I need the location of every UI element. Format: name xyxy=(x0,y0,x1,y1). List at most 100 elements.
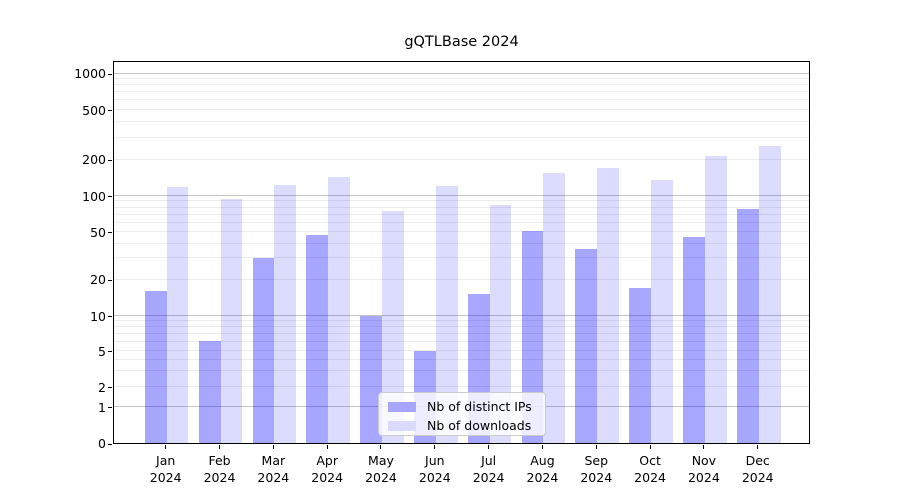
x-tick-apr xyxy=(326,445,328,449)
x-tick-label-dec: Dec 2024 xyxy=(741,453,774,485)
y-tick-label-10: 10 xyxy=(90,308,106,324)
y-tick-label-200: 200 xyxy=(82,152,106,167)
legend-swatch-downloads xyxy=(388,420,416,431)
y-tick-500 xyxy=(108,110,112,111)
x-tick-label-feb: Feb 2024 xyxy=(203,453,236,485)
legend-label-downloads: Nb of downloads xyxy=(427,418,532,433)
x-tick-jun xyxy=(434,445,436,449)
x-tick-label-nov: Nov 2024 xyxy=(687,453,720,485)
x-tick-aug xyxy=(541,445,543,449)
bar-nb-of-downloads-nov xyxy=(704,156,727,443)
plot-area xyxy=(113,61,810,444)
gridline-minor-900 xyxy=(114,78,809,80)
bar-nb-of-distinct-ips-jan xyxy=(144,290,167,443)
gridline-minor-5 xyxy=(114,350,809,352)
gridline-minor-700 xyxy=(114,91,809,93)
y-tick-1 xyxy=(108,407,112,409)
bar-nb-of-distinct-ips-mar xyxy=(252,258,275,443)
y-tick-label-0: 0 xyxy=(98,436,106,451)
gridline-major-100 xyxy=(114,195,809,196)
legend-label-distinct-ips: Nb of distinct IPs xyxy=(427,399,532,414)
bar-nb-of-downloads-jan xyxy=(166,186,189,443)
bar-nb-of-distinct-ips-may xyxy=(360,315,382,443)
bar-nb-of-downloads-mar xyxy=(274,184,297,443)
legend: Nb of distinct IPs Nb of downloads xyxy=(378,392,546,436)
bar-nb-of-distinct-ips-nov xyxy=(683,237,705,443)
y-tick-100 xyxy=(108,196,112,197)
gridline-minor-400 xyxy=(114,121,809,123)
y-tick-5 xyxy=(108,351,112,353)
y-tick-label-500: 500 xyxy=(82,102,106,118)
bar-nb-of-downloads-jun xyxy=(435,185,458,443)
y-tick-label-1: 1 xyxy=(98,399,106,415)
x-tick-label-jan: Jan 2024 xyxy=(149,453,182,485)
y-tick-label-50: 50 xyxy=(90,224,106,240)
x-tick-mar xyxy=(272,445,274,449)
bar-nb-of-distinct-ips-dec xyxy=(736,209,759,443)
x-tick-label-jun: Jun 2024 xyxy=(418,453,451,485)
chart-title: gQTLBase 2024 xyxy=(404,34,519,50)
x-tick-label-mar: Mar 2024 xyxy=(257,453,290,485)
bar-nb-of-distinct-ips-feb xyxy=(198,341,221,443)
x-tick-feb xyxy=(219,445,221,449)
gridline-minor-500 xyxy=(114,109,809,110)
x-tick-label-jul: Jul 2024 xyxy=(472,453,505,485)
bar-nb-of-distinct-ips-sep xyxy=(575,248,598,443)
gridline-minor-50 xyxy=(114,231,809,232)
y-tick-2 xyxy=(108,387,112,389)
bar-nb-of-downloads-oct xyxy=(651,180,673,443)
y-tick-20 xyxy=(108,279,112,281)
bar-nb-of-distinct-ips-apr xyxy=(306,234,329,443)
gridline-minor-2 xyxy=(114,386,809,388)
y-tick-10 xyxy=(108,316,112,317)
x-tick-jul xyxy=(488,445,490,449)
legend-item-downloads: Nb of downloads xyxy=(388,416,536,435)
gridline-minor-40 xyxy=(114,242,809,244)
legend-item-distinct-ips: Nb of distinct IPs xyxy=(388,397,536,416)
bar-nb-of-downloads-dec xyxy=(758,145,781,443)
bar-nb-of-distinct-ips-oct xyxy=(629,287,652,443)
x-tick-label-oct: Oct 2024 xyxy=(634,453,666,485)
legend-swatch-distinct-ips xyxy=(388,401,416,412)
y-tick-label-5: 5 xyxy=(98,343,106,359)
y-tick-1000 xyxy=(108,73,112,75)
y-tick-label-100: 100 xyxy=(82,188,106,204)
bar-nb-of-downloads-aug xyxy=(543,172,566,443)
x-tick-may xyxy=(380,445,382,449)
gridline-minor-7 xyxy=(114,333,809,335)
y-tick-50 xyxy=(108,232,112,233)
x-tick-label-apr: Apr 2024 xyxy=(311,453,344,485)
gridline-minor-90 xyxy=(114,200,809,202)
bar-nb-of-downloads-may xyxy=(381,211,404,443)
bar-nb-of-downloads-apr xyxy=(328,177,350,443)
bar-nb-of-distinct-ips-aug xyxy=(521,230,544,443)
y-tick-label-20: 20 xyxy=(90,272,106,287)
gridline-minor-3 xyxy=(114,370,809,372)
bar-nb-of-downloads-jul xyxy=(489,205,512,443)
x-tick-label-aug: Aug 2024 xyxy=(526,453,559,485)
y-tick-label-2: 2 xyxy=(98,379,106,395)
bar-nb-of-downloads-sep xyxy=(597,167,620,443)
gridline-minor-80 xyxy=(114,206,809,208)
gridline-minor-20 xyxy=(114,278,809,280)
x-tick-jan xyxy=(165,445,167,449)
gridline-minor-70 xyxy=(114,213,809,215)
x-tick-oct xyxy=(649,445,651,449)
gridline-minor-30 xyxy=(114,257,809,259)
gridline-minor-8 xyxy=(114,326,809,328)
gridline-minor-6 xyxy=(114,340,809,342)
gridline-minor-600 xyxy=(114,99,809,101)
gridline-minor-60 xyxy=(114,221,809,223)
x-tick-label-may: May 2024 xyxy=(365,453,397,485)
x-tick-label-sep: Sep 2024 xyxy=(580,453,613,485)
gridline-major-10 xyxy=(114,315,809,316)
x-tick-dec xyxy=(757,445,759,449)
gridline-minor-300 xyxy=(114,136,809,138)
x-tick-nov xyxy=(703,445,705,449)
y-tick-0 xyxy=(108,443,112,445)
gridline-minor-4 xyxy=(114,358,809,360)
x-tick-sep xyxy=(595,445,597,449)
y-tick-label-1000: 1000 xyxy=(74,66,106,81)
bar-nb-of-downloads-feb xyxy=(220,198,243,443)
